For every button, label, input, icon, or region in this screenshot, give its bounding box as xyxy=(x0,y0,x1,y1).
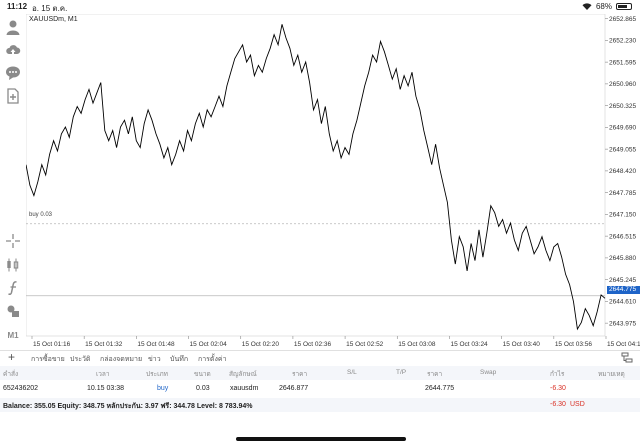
cell-volume: 0.03 xyxy=(196,385,210,392)
current-price-tag: 2644.775 xyxy=(607,286,640,294)
x-axis: 15 Oct 01:16 15 Oct 01:32 15 Oct 01:48 15 O… xyxy=(31,336,640,348)
balance-profit: -6.30 xyxy=(550,401,566,408)
x-tick-label: 15 Oct 02:04 xyxy=(190,341,228,348)
function-icon[interactable] xyxy=(4,279,22,297)
timeframe-button[interactable]: M1 xyxy=(7,330,19,340)
price-line xyxy=(26,24,606,331)
x-tick-label: 15 Oct 03:08 xyxy=(398,341,436,348)
header-current-price: ราคา xyxy=(427,371,443,378)
chart-symbol-label: XAUUSDm, M1 xyxy=(29,16,78,23)
y-tick-label: 2652.865 xyxy=(609,16,636,23)
header-swap: Swap xyxy=(480,369,497,376)
left-toolbar: M1 xyxy=(0,14,26,346)
tab-journal[interactable]: บันทึก xyxy=(170,356,189,363)
chat-icon[interactable] xyxy=(4,64,22,82)
y-tick-label: 2647.785 xyxy=(609,190,636,197)
x-tick-label: 15 Oct 03:56 xyxy=(555,341,593,348)
person-icon[interactable] xyxy=(4,18,22,36)
x-tick-label: 15 Oct 02:52 xyxy=(346,341,384,348)
tab-trade[interactable]: การซื้อขาย xyxy=(31,356,65,363)
y-tick-label: 2645.245 xyxy=(609,277,636,284)
cloud-upload-icon[interactable] xyxy=(4,41,22,59)
battery-percent: 68% xyxy=(595,2,612,11)
header-price: ราคา xyxy=(292,371,308,378)
status-time: 11:12 xyxy=(7,2,28,11)
header-comment: หมายเหตุ xyxy=(598,371,625,378)
x-tick-label: 15 Oct 02:20 xyxy=(242,341,280,348)
cell-current-price: 2644.775 xyxy=(425,385,455,392)
price-chart[interactable]: 2652.865 2652.230 2651.595 2650.960 2650.325… xyxy=(26,14,640,350)
crosshair-icon[interactable] xyxy=(4,232,22,250)
y-tick-label: 2646.515 xyxy=(609,233,636,240)
x-tick-label: 15 Oct 04:12 xyxy=(607,341,640,348)
chart-series xyxy=(26,24,606,331)
cell-price: 2646.877 xyxy=(279,385,309,392)
y-tick-label: 2647.150 xyxy=(609,212,636,219)
y-tick-label: 2650.960 xyxy=(609,81,636,88)
chart-grid xyxy=(26,14,606,337)
position-row[interactable]: 652436202 10.15 03:38 buy 0.03 xauusdm 2… xyxy=(0,382,640,396)
status-bar: 11:12 อ. 15 ต.ค. 68% xyxy=(0,0,640,14)
cell-type: buy xyxy=(157,385,169,392)
add-document-icon[interactable] xyxy=(4,87,22,105)
x-tick-label: 15 Oct 02:36 xyxy=(294,341,332,348)
header-type: ประเภท xyxy=(146,371,168,378)
home-indicator xyxy=(236,437,406,441)
cell-profit: -6.30 xyxy=(550,385,566,392)
header-sl: S/L xyxy=(347,369,357,376)
x-tick-label: 15 Oct 03:24 xyxy=(450,341,488,348)
y-tick-label: 2644.610 xyxy=(609,299,636,306)
balance-row: Balance: 355.05 Equity: 348.75 หลักประกั… xyxy=(0,398,640,412)
cell-order: 652436202 xyxy=(3,385,39,392)
plot-border xyxy=(26,14,606,337)
status-right: 68% xyxy=(582,2,632,11)
tab-news[interactable]: ข่าว xyxy=(148,356,161,363)
menu-icon[interactable] xyxy=(621,352,633,363)
x-tick-label: 15 Oct 03:40 xyxy=(503,341,541,348)
battery-icon xyxy=(616,3,632,10)
add-icon[interactable]: + xyxy=(8,350,16,364)
balance-currency: USD xyxy=(570,401,585,408)
x-tick-label: 15 Oct 01:16 xyxy=(33,341,71,348)
y-tick-label: 2651.595 xyxy=(609,59,636,66)
y-tick-label: 2648.420 xyxy=(609,168,636,175)
y-axis: 2652.865 2652.230 2651.595 2650.960 2650.325… xyxy=(605,16,636,327)
x-tick-label: 15 Oct 01:32 xyxy=(85,341,123,348)
tab-history[interactable]: ประวัติ xyxy=(70,356,91,363)
wifi-icon xyxy=(582,3,592,10)
objects-icon[interactable] xyxy=(4,302,22,320)
cell-time: 10.15 03:38 xyxy=(87,385,124,392)
header-tp: T/P xyxy=(396,369,407,376)
header-profit: กำไร xyxy=(550,371,565,378)
y-tick-label: 2643.975 xyxy=(609,320,636,327)
header-time: เวลา xyxy=(96,371,110,378)
balance-summary: Balance: 355.05 Equity: 348.75 หลักประกั… xyxy=(3,403,253,410)
tab-mailbox[interactable]: กล่องจดหมาย xyxy=(100,356,143,363)
y-tick-label: 2645.880 xyxy=(609,255,636,262)
y-tick-label: 2649.055 xyxy=(609,146,636,153)
tab-settings[interactable]: การตั้งค่า xyxy=(198,356,227,363)
header-order: คำสั่ง xyxy=(3,371,19,378)
bottom-tabs: + การซื้อขาย ประวัติ กล่องจดหมาย ข่าว บั… xyxy=(0,350,640,364)
header-symbol: สัญลักษณ์ xyxy=(229,371,257,378)
y-tick-label: 2649.690 xyxy=(609,125,636,132)
order-line-label: buy 0.03 xyxy=(29,212,53,218)
cell-symbol: xauusdm xyxy=(230,385,259,392)
x-tick-label: 15 Oct 01:48 xyxy=(137,341,175,348)
y-tick-label: 2652.230 xyxy=(609,38,636,45)
status-date: อ. 15 ต.ค. xyxy=(32,4,68,13)
battery-fill xyxy=(618,5,627,8)
y-tick-label: 2650.325 xyxy=(609,103,636,110)
candles-icon[interactable] xyxy=(4,256,22,274)
positions-table-header: คำสั่ง เวลา ประเภท ขนาด สัญลักษณ์ ราคา S… xyxy=(0,366,640,380)
header-volume: ขนาด xyxy=(194,371,211,378)
